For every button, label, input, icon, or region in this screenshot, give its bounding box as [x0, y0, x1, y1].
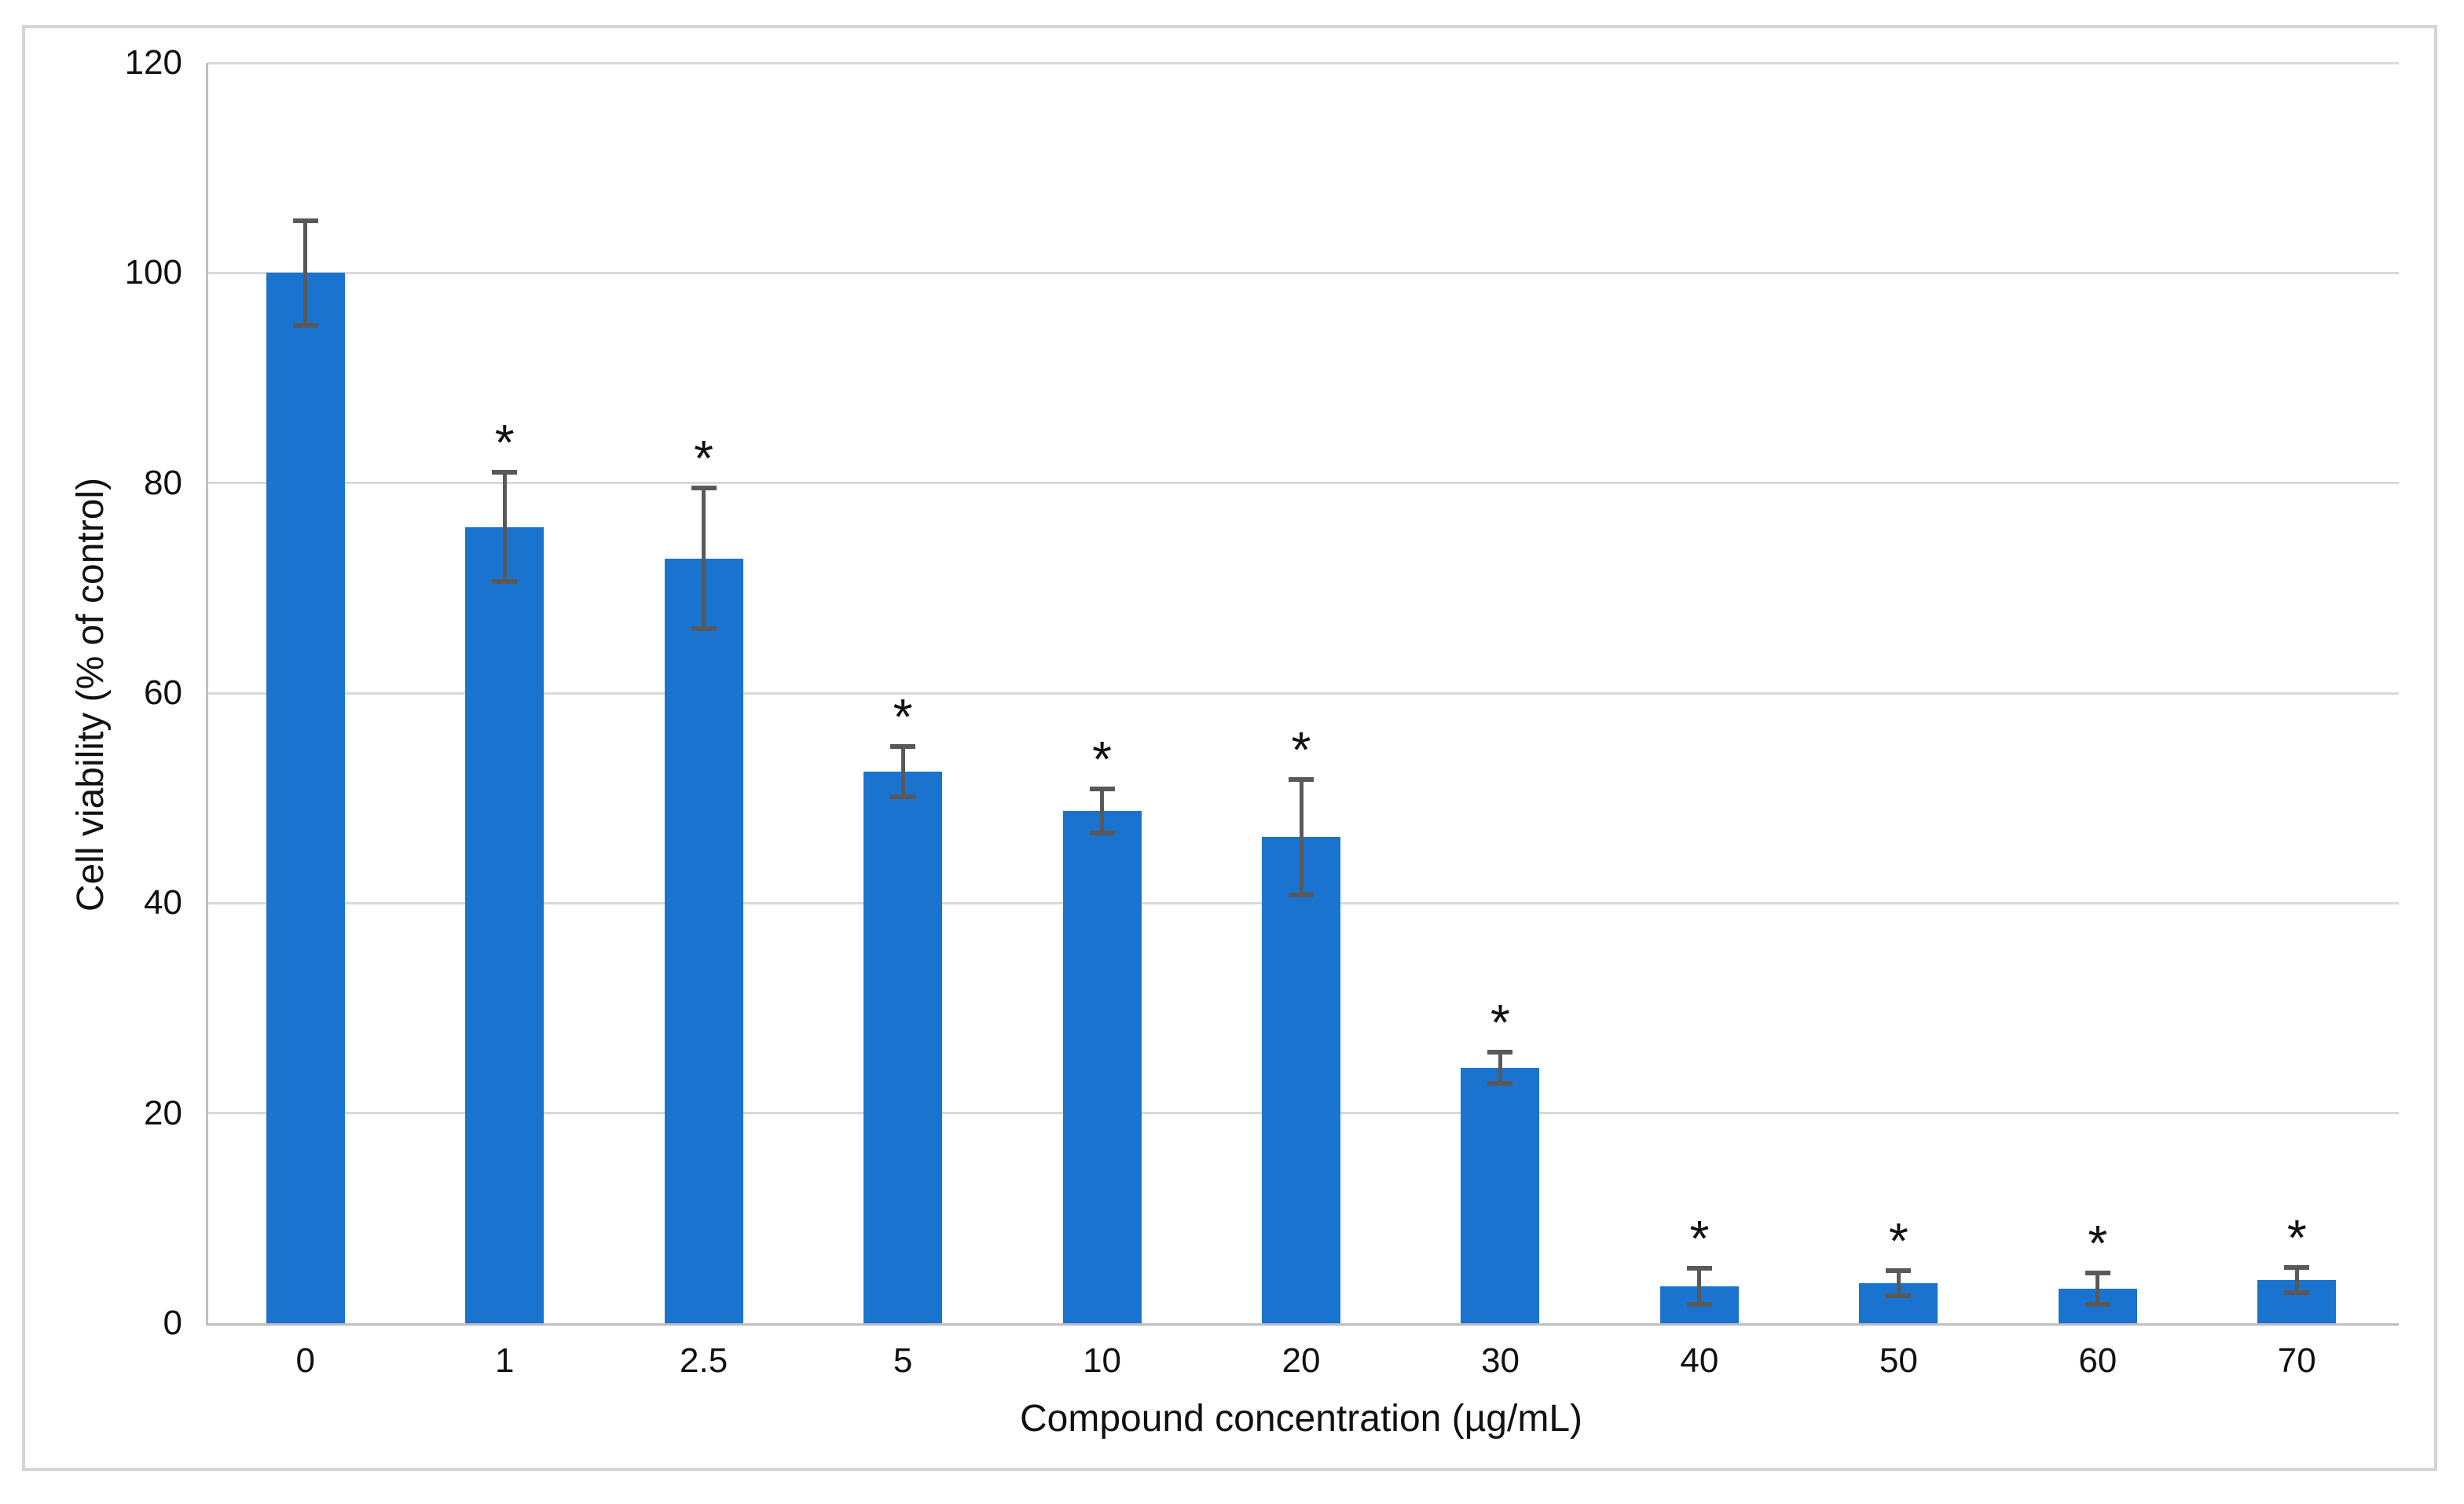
error-bar-cap-bottom [292, 323, 318, 328]
error-bar-line [1100, 788, 1105, 833]
error-bar-line [303, 220, 308, 326]
error-bar-cap-top [292, 218, 318, 223]
significance-marker: * [694, 430, 714, 487]
x-tick-label: 30 [1480, 1341, 1520, 1380]
bar [1062, 810, 1142, 1323]
error-bar-line [1896, 1271, 1901, 1297]
significance-marker: * [494, 414, 515, 471]
x-tick-label: 0 [295, 1341, 315, 1380]
y-tick-label: 120 [124, 43, 182, 82]
x-tick-label: 10 [1083, 1341, 1122, 1380]
significance-marker: * [2286, 1209, 2307, 1267]
bar [664, 558, 743, 1323]
y-tick-label: 60 [144, 673, 182, 712]
error-bar-line [1498, 1052, 1502, 1084]
significance-marker: * [2088, 1214, 2108, 1271]
gridline [208, 482, 2399, 485]
x-tick-label: 40 [1680, 1341, 1719, 1380]
error-bar-cap-bottom [2084, 1301, 2110, 1307]
y-tick-label: 20 [144, 1093, 182, 1132]
error-bar-line [2294, 1267, 2299, 1293]
error-bar-cap-bottom [1289, 892, 1314, 897]
error-bar-line [1697, 1268, 1702, 1304]
error-bar-cap-top [890, 744, 916, 750]
error-bar-cap-top [1289, 776, 1314, 782]
error-bar-cap-bottom [890, 794, 916, 800]
bar [1461, 1068, 1540, 1323]
error-bar-cap-bottom [691, 626, 717, 632]
error-bar-cap-bottom [2284, 1290, 2310, 1296]
bar [1262, 837, 1340, 1323]
significance-marker: * [1689, 1210, 1710, 1267]
x-tick-label: 1 [494, 1341, 515, 1380]
error-bar-cap-bottom [1089, 830, 1115, 835]
x-tick-label: 70 [2277, 1341, 2316, 1380]
x-tick-label: 2.5 [680, 1341, 728, 1380]
error-bar-cap-top [492, 470, 518, 475]
x-tick-label: 50 [1879, 1341, 1918, 1380]
error-bar-cap-top [691, 486, 717, 491]
y-tick-label: 100 [124, 253, 182, 292]
bar [266, 273, 345, 1323]
x-tick-label: 60 [2078, 1341, 2118, 1380]
significance-marker: * [1092, 730, 1112, 787]
error-bar-cap-top [1089, 786, 1115, 791]
error-bar-line [702, 488, 706, 629]
error-bar-cap-bottom [1487, 1081, 1513, 1087]
error-bar-cap-bottom [492, 579, 518, 585]
x-tick-label: 20 [1282, 1341, 1321, 1380]
y-tick-label: 80 [144, 463, 182, 502]
gridline [208, 271, 2399, 274]
x-tick-label: 5 [893, 1341, 913, 1380]
error-bar-line [502, 472, 507, 582]
error-bar-cap-top [1886, 1268, 1912, 1274]
gridline [208, 61, 2399, 64]
error-bar-cap-top [1686, 1266, 1712, 1271]
significance-marker: * [893, 688, 913, 746]
y-tick-label: 0 [163, 1304, 182, 1342]
error-bar-cap-top [2084, 1270, 2110, 1275]
y-tick-label: 40 [144, 883, 182, 923]
significance-marker: * [1490, 994, 1510, 1051]
significance-marker: * [1291, 721, 1311, 778]
bar [864, 772, 943, 1323]
x-axis-title: Compound concentration (µg/mL) [1019, 1398, 1582, 1440]
error-bar-cap-top [1487, 1050, 1513, 1055]
gridline [208, 691, 2399, 695]
bar [465, 526, 544, 1323]
error-bar-line [900, 746, 905, 798]
error-bar-line [2096, 1272, 2100, 1304]
error-bar-cap-top [2284, 1265, 2310, 1271]
error-bar-cap-bottom [1886, 1293, 1912, 1299]
error-bar-line [1299, 779, 1304, 895]
error-bar-cap-bottom [1686, 1301, 1712, 1307]
significance-marker: * [1888, 1212, 1908, 1270]
